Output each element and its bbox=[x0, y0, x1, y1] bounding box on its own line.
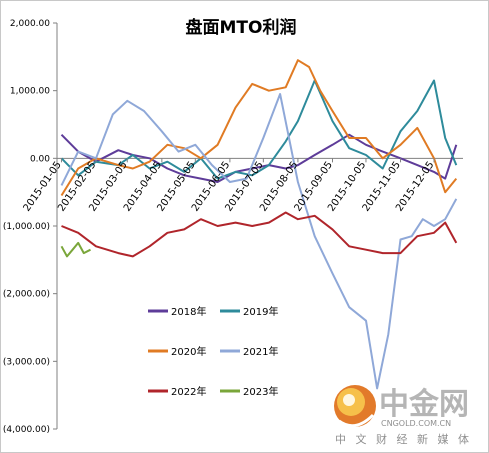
watermark-url: CNGOLD.COM.CN bbox=[381, 419, 451, 428]
plot-area: 2,000.00 1,000.00 0.00 (1,000.00) (2,000.00)… bbox=[3, 19, 463, 435]
y-tick-label: (1,000.00) bbox=[3, 222, 50, 232]
legend-label: 2021年 bbox=[243, 345, 278, 358]
watermark-subtitle: 中 文 财 经 新 媒 体 bbox=[335, 432, 472, 446]
watermark-title: 中金网 bbox=[379, 387, 469, 422]
legend-label: 2019年 bbox=[243, 305, 278, 318]
legend-label: 2020年 bbox=[171, 345, 206, 358]
watermark-logo-icon bbox=[334, 385, 376, 428]
series-line-2023年 bbox=[60, 241, 91, 258]
series-line-2021年 bbox=[60, 93, 458, 390]
legend-label: 2023年 bbox=[243, 385, 278, 398]
y-tick-label: 0.00 bbox=[30, 154, 50, 164]
y-tick-label: 2,000.00 bbox=[10, 19, 50, 29]
y-tick-label: (4,000.00) bbox=[3, 425, 50, 435]
y-tick-label: (2,000.00) bbox=[3, 290, 50, 300]
watermark: 中金网 CNGOLD.COM.CN 中 文 财 经 新 媒 体 bbox=[334, 385, 472, 446]
chart-legend: 2018年 2019年 2020年 2021年 2022年 2023年 bbox=[148, 305, 278, 398]
y-tick-label: 1,000.00 bbox=[10, 87, 50, 97]
series-line-2020年 bbox=[60, 59, 458, 197]
y-tick-label: (3,000.00) bbox=[3, 357, 50, 367]
legend-label: 2018年 bbox=[171, 305, 206, 318]
legend-label: 2022年 bbox=[171, 385, 206, 398]
series-line-2022年 bbox=[61, 211, 458, 258]
chart-title: 盘面MTO利润 bbox=[186, 17, 297, 38]
series-line-2019年 bbox=[60, 79, 458, 180]
